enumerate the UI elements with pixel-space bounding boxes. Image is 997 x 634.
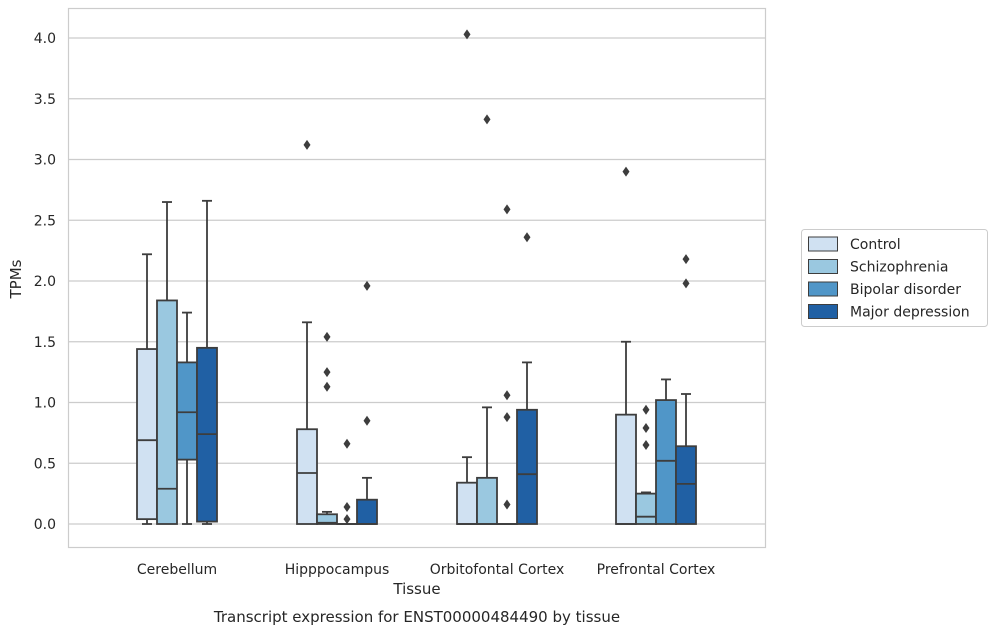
box-control: [296, 139, 318, 525]
legend-label: Schizophrenia: [850, 260, 948, 276]
y-tick-label: 0.5: [34, 456, 56, 472]
box-schizophrenia: [316, 331, 338, 525]
y-tick-label: 3.5: [34, 92, 56, 108]
legend-swatch: [808, 304, 838, 319]
box-body: [516, 408, 538, 525]
box-schizophrenia: [156, 201, 178, 525]
y-tick-labels: 0.0 0.5 1.0 1.5 2.0 2.5 3.0 3.5 4.0: [34, 31, 56, 533]
legend-label: Bipolar disorder: [850, 282, 961, 298]
box-body: [316, 513, 338, 525]
chart-caption: Transcript expression for ENST0000048449…: [213, 608, 620, 626]
outlier-marker: [303, 139, 311, 150]
outlier-marker: [642, 423, 650, 434]
outlier-marker: [503, 499, 511, 510]
box-body: [615, 413, 637, 525]
y-tick-label: 2.5: [34, 213, 56, 229]
x-tick-labels: Cerebellum Hipppocampus Orbitofontal Corte…: [137, 562, 715, 578]
box-bipolar-disorder: [336, 438, 358, 525]
outlier-marker: [343, 501, 351, 512]
legend-frame: [801, 229, 988, 327]
plot-area-frame: [67, 7, 767, 549]
outlier-marker: [363, 280, 371, 291]
box-body: [176, 361, 198, 461]
outlier-marker: [682, 254, 690, 265]
box-body: [136, 348, 158, 521]
box-control: [615, 166, 637, 525]
outlier-marker: [343, 438, 351, 449]
outlier-marker: [363, 415, 371, 426]
outlier-marker: [622, 166, 630, 177]
outlier-marker: [682, 278, 690, 289]
legend-swatch: [808, 236, 838, 252]
outlier-marker: [343, 514, 351, 525]
box-bipolar-disorder: [655, 378, 677, 525]
box-body: [356, 498, 378, 525]
box-body: [156, 299, 178, 525]
box-body: [635, 492, 657, 525]
y-tick-label: 2.0: [34, 274, 56, 290]
box-body: [675, 445, 697, 525]
y-axis-title: TPMs: [7, 259, 25, 299]
x-axis-title: Tissue: [392, 580, 440, 598]
legend-label: Major depression: [850, 305, 970, 321]
legend: Control Schizophrenia Bipolar disorder Majo…: [801, 229, 988, 327]
legend-swatch: [808, 259, 838, 274]
outlier-marker: [523, 232, 531, 243]
y-tick-label: 4.0: [34, 31, 56, 47]
x-tick-label: Orbitofontal Cortex: [430, 562, 565, 578]
y-tick-label: 0.0: [34, 517, 56, 533]
x-tick-label: Cerebellum: [137, 562, 217, 578]
box-schizophrenia: [635, 404, 657, 525]
outlier-marker: [642, 440, 650, 451]
outlier-marker: [503, 412, 511, 423]
legend-swatch: [808, 281, 838, 297]
box-control: [456, 29, 478, 525]
box-body: [456, 481, 478, 525]
outlier-marker: [503, 390, 511, 401]
box-major-depression: [196, 199, 218, 525]
y-tick-label: 1.5: [34, 335, 56, 351]
x-tick-label: Prefrontal Cortex: [597, 562, 716, 578]
x-tick-label: Hipppocampus: [285, 562, 390, 578]
legend-label: Control: [850, 237, 901, 253]
boxplots: [136, 29, 697, 525]
box-schizophrenia: [476, 114, 498, 525]
box-body: [476, 476, 498, 525]
outlier-marker: [503, 204, 511, 215]
y-tick-label: 3.0: [34, 153, 56, 169]
outlier-marker: [323, 331, 331, 342]
outlier-marker: [323, 381, 331, 392]
box-body: [296, 428, 318, 525]
box-major-depression: [675, 254, 697, 525]
box-bipolar-disorder: [176, 311, 198, 525]
box-major-depression: [516, 232, 538, 525]
outlier-marker: [463, 29, 471, 40]
box-body: [655, 399, 677, 525]
y-tick-label: 1.0: [34, 396, 56, 412]
outlier-marker: [323, 367, 331, 378]
box-bipolar-disorder: [496, 204, 518, 525]
box-major-depression: [356, 280, 378, 525]
outlier-marker: [483, 114, 491, 125]
outlier-marker: [642, 404, 650, 415]
box-control: [136, 253, 158, 525]
